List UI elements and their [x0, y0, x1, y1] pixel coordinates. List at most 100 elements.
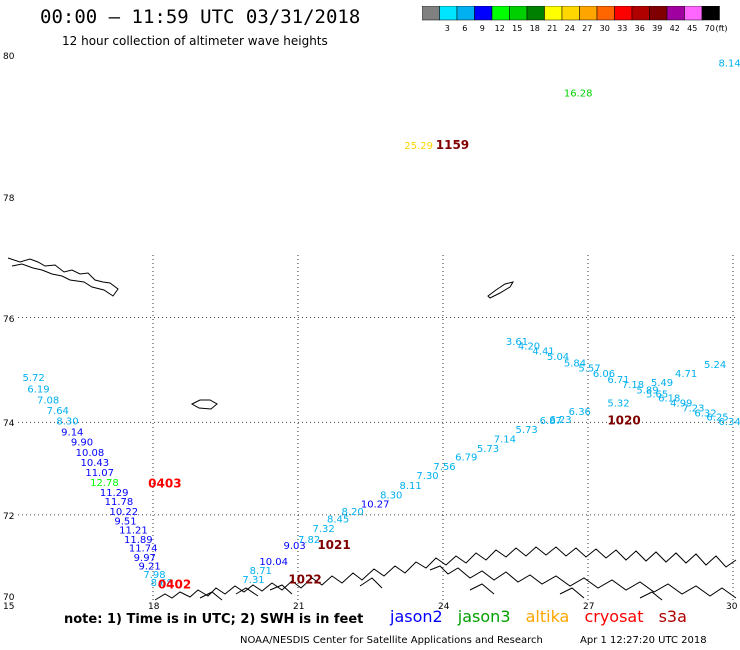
wave-height-label: 9.90 — [71, 437, 93, 448]
legend-label: 45 — [687, 24, 697, 33]
wave-height-label: 10.22 — [110, 507, 139, 518]
wave-height-label: 5.89 — [636, 385, 658, 396]
wave-height-label: 5.32 — [607, 398, 629, 409]
satellite-s3a: s3a — [658, 607, 687, 626]
wave-height-label: 6.34 — [719, 417, 740, 428]
svalbard-coast — [7, 257, 119, 297]
legend-label: 6 — [462, 24, 467, 33]
legend-label: 36 — [635, 24, 645, 33]
pass-time-label: 0403 — [148, 476, 181, 490]
wave-height-label: 5.84 — [564, 358, 586, 369]
wave-height-label: 4.99 — [670, 398, 692, 409]
legend-label: 3 — [445, 24, 450, 33]
legend-unit: (ft) — [716, 24, 728, 33]
lat-tick: 74 — [3, 419, 15, 429]
wave-height-label: 6.06 — [593, 369, 615, 380]
lon-tick: 30 — [726, 602, 738, 612]
bear-island — [190, 399, 218, 410]
wave-height-label: 9.03 — [284, 541, 306, 552]
wave-height-label: 6.25 — [706, 412, 728, 423]
legend-swatch — [701, 6, 720, 21]
wave-height-label: 6.23 — [549, 415, 571, 426]
satellite-altika: altika — [525, 607, 570, 626]
wave-height-label: 7.23 — [682, 403, 704, 414]
wave-height-label: 6.32 — [694, 408, 716, 419]
wave-height-label: 7.31 — [242, 575, 264, 586]
wave-height-label: 7.08 — [37, 395, 59, 406]
wave-height-label: 10.27 — [361, 499, 390, 510]
wave-height-label: 5.65 — [646, 389, 668, 400]
axis-tick-labels: 15 18 21 24 27 30 80 78 76 74 72 70 — [3, 52, 738, 612]
wave-height-label: 8.71 — [250, 566, 272, 577]
legend-label: 30 — [600, 24, 610, 33]
wave-height-label: 5.49 — [651, 378, 673, 389]
wave-height-label: 6.79 — [455, 453, 477, 464]
satellite-cryosat: cryosat — [584, 607, 644, 626]
legend-label: 9 — [480, 24, 485, 33]
wave-height-label: 7.32 — [313, 524, 335, 535]
satellite-jason3: jason3 — [457, 607, 511, 626]
legend-label: 15 — [512, 24, 522, 33]
wave-height-label: 5.24 — [704, 360, 726, 371]
wave-height-label: 11.29 — [100, 488, 129, 499]
wave-height-label: 7.64 — [47, 406, 69, 417]
wave-height-label: 5.72 — [23, 373, 45, 384]
wave-height-label: 11.78 — [105, 497, 134, 508]
wave-height-label: 6.18 — [658, 393, 680, 404]
legend-label: 70 — [705, 24, 715, 33]
wave-height-label: 8.45 — [327, 515, 349, 526]
lat-tick: 72 — [3, 512, 14, 522]
lon-tick: 18 — [148, 602, 160, 612]
wave-height-label: 4.71 — [675, 369, 697, 380]
lat-lon-grid — [18, 255, 736, 600]
wave-height-label: 5.04 — [547, 352, 569, 363]
wave-height-label: 11.07 — [85, 468, 114, 479]
norway-fjords — [429, 565, 737, 599]
legend-label: 42 — [670, 24, 680, 33]
page-subtitle: 12 hour collection of altimeter wave hei… — [62, 34, 328, 48]
legend-label: 21 — [547, 24, 557, 33]
generated-timestamp: Apr 1 12:27:20 UTC 2018 — [580, 635, 707, 646]
legend-label: 12 — [495, 24, 505, 33]
satellite-jason2: jason2 — [390, 607, 443, 626]
wave-height-label: 8.20 — [342, 507, 364, 518]
norway-coast — [154, 546, 737, 601]
wave-height-label: 6.87 — [540, 416, 562, 427]
wave-height-label: 12.78 — [90, 478, 119, 489]
legend-label: 39 — [652, 24, 662, 33]
legend-label: 33 — [617, 24, 627, 33]
legend-label: 18 — [530, 24, 540, 33]
wave-height-label: 5.73 — [516, 425, 538, 436]
wave-height-labels: 8.1416.2825.295.726.197.087.648.309.149.… — [23, 59, 740, 592]
wave-height-label: 8.30 — [56, 417, 78, 428]
wave-height-label: 10.04 — [259, 557, 288, 568]
wave-height-label: 9.97 — [134, 553, 156, 564]
lat-tick: 70 — [3, 593, 15, 603]
lon-tick: 21 — [293, 602, 304, 612]
legend-label: 27 — [582, 24, 592, 33]
wave-height-label: 10.43 — [81, 458, 110, 469]
wave-height-label: 4.41 — [532, 347, 554, 358]
wave-height-label: 7.82 — [298, 535, 320, 546]
wave-height-label: 7.14 — [494, 435, 516, 446]
wave-height-label: 11.74 — [129, 544, 158, 555]
satellite-legend: jason2 jason3 altika cryosat s3a — [390, 607, 697, 626]
wave-height-label: 5.73 — [477, 444, 499, 455]
legend-label: 24 — [565, 24, 575, 33]
wave-height-label: 6.19 — [27, 384, 49, 395]
page-title: 00:00 – 11:59 UTC 03/31/2018 — [40, 6, 361, 28]
pass-time-label: 1022 — [288, 573, 321, 587]
lon-tick: 24 — [438, 602, 450, 612]
footer-note: note: 1) Time is in UTC; 2) SWH is in fe… — [64, 612, 364, 627]
wave-height-label: 4.20 — [518, 341, 540, 352]
wave-height-label: 25.29 — [404, 141, 433, 152]
wave-height-label: 6.36 — [569, 407, 591, 418]
pass-time-label: 0402 — [158, 577, 191, 591]
pass-time-label: 1021 — [317, 538, 350, 552]
wave-height-label: 9.51 — [114, 516, 136, 527]
wave-height-map: 15 18 21 24 27 30 80 78 76 74 72 70 8.14… — [3, 52, 740, 612]
wave-height-label: 6.71 — [607, 375, 629, 386]
wave-height-label: 5.57 — [578, 364, 600, 375]
lon-tick: 27 — [583, 602, 594, 612]
credit-text: NOAA/NESDIS Center for Satellite Applica… — [240, 635, 543, 646]
